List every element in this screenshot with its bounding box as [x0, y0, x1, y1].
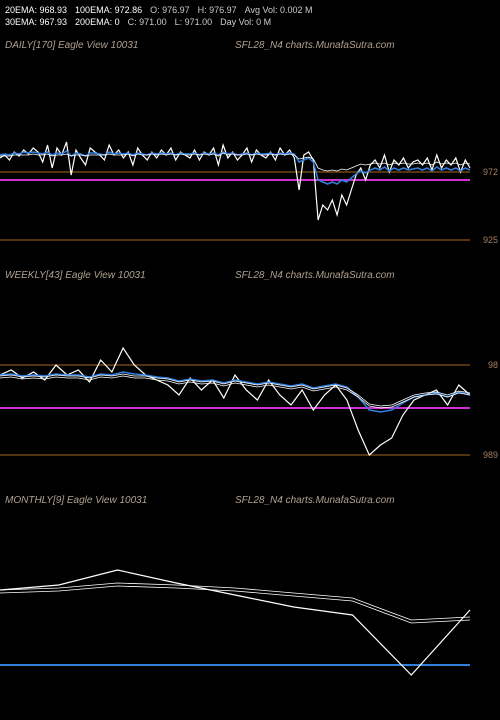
chart-panel: MONTHLY[9] Eagle View 10031 SFL28_N4 char…: [0, 495, 500, 700]
series-line: [0, 583, 470, 620]
series-line: [0, 570, 470, 675]
header-row-1: 20EMA: 968.93 100EMA: 972.86 O: 976.97 H: 9…: [5, 4, 495, 16]
stat-item: 20EMA: 968.93: [5, 4, 67, 16]
axis-label: 925: [483, 235, 498, 245]
panel-title-left: DAILY[170] Eagle View 10031: [5, 40, 138, 51]
axis-label: 972: [483, 167, 498, 177]
chart-svg: [0, 515, 500, 700]
stat-item: C: 971.00: [128, 16, 167, 28]
stat-item: 200EMA: 0: [75, 16, 120, 28]
panel-title-left: MONTHLY[9] Eagle View 10031: [5, 495, 147, 506]
stat-item: Avg Vol: 0.002 M: [245, 4, 313, 16]
stat-item: H: 976.97: [198, 4, 237, 16]
chart-panel: WEEKLY[43] Eagle View 10031 SFL28_N4 char…: [0, 270, 500, 475]
chart-svg: [0, 290, 500, 475]
stat-item: 30EMA: 967.93: [5, 16, 67, 28]
header-row-2: 30EMA: 967.93 200EMA: 0 C: 971.00 L: 971.00…: [5, 16, 495, 28]
series-line: [0, 586, 470, 623]
stat-item: Day Vol: 0 M: [220, 16, 271, 28]
axis-label: 98: [488, 360, 498, 370]
axis-label: 989: [483, 450, 498, 460]
stat-item: L: 971.00: [175, 16, 213, 28]
chart-panel: DAILY[170] Eagle View 10031 SFL28_N4 char…: [0, 40, 500, 250]
panel-title-left: WEEKLY[43] Eagle View 10031: [5, 270, 146, 281]
panel-title-right: SFL28_N4 charts.MunafaSutra.com: [235, 270, 395, 281]
header-stats: 20EMA: 968.93 100EMA: 972.86 O: 976.97 H: 9…: [5, 4, 495, 28]
panel-title-right: SFL28_N4 charts.MunafaSutra.com: [235, 495, 395, 506]
chart-svg: [0, 60, 500, 250]
stat-item: 100EMA: 972.86: [75, 4, 142, 16]
stat-item: O: 976.97: [150, 4, 190, 16]
series-line: [0, 374, 470, 406]
panel-title-right: SFL28_N4 charts.MunafaSutra.com: [235, 40, 395, 51]
